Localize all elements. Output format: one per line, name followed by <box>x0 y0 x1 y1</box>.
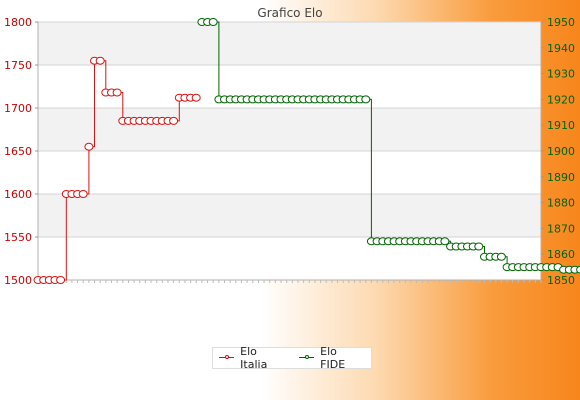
y-right-tick-label: 1900 <box>547 145 575 158</box>
legend-label-italia: Elo Italia <box>240 345 268 371</box>
y-left-tick-label: 1550 <box>4 231 32 244</box>
legend-label-fide: Elo FIDE <box>320 345 346 371</box>
y-left-tick-label: 1700 <box>4 102 32 115</box>
data-point-0-4 <box>56 276 66 284</box>
data-point-1-53 <box>496 252 506 261</box>
chart-legend: Elo Italia Elo FIDE <box>212 345 372 371</box>
y-left-tick-label: 1600 <box>4 188 32 201</box>
data-point-1-49 <box>474 242 484 251</box>
data-point-0-11 <box>95 56 105 65</box>
data-point-1-29 <box>361 95 371 104</box>
grid-band <box>38 108 541 151</box>
y-left-tick-label: 1500 <box>4 274 32 287</box>
legend-item-italia: Elo Italia <box>219 345 285 371</box>
legend-swatch-fide <box>299 354 315 362</box>
data-point-1-43 <box>440 237 450 246</box>
y-left-tick-label: 1750 <box>4 59 32 72</box>
y-right-tick-label: 1880 <box>547 197 575 210</box>
grid-band <box>38 194 541 237</box>
y-right-tick-label: 1920 <box>547 93 575 106</box>
data-point-0-8 <box>78 190 88 198</box>
data-point-1-2 <box>208 18 218 26</box>
data-point-1-67 <box>576 265 580 274</box>
grid-band <box>38 22 541 65</box>
legend-swatch-italia <box>219 354 235 362</box>
data-point-0-28 <box>191 93 201 102</box>
y-left-tick-label: 1650 <box>4 145 32 158</box>
chart-title: Grafico Elo <box>257 6 322 20</box>
y-right-tick-label: 1910 <box>547 119 575 132</box>
y-right-tick-label: 1930 <box>547 68 575 81</box>
y-right-tick-label: 1890 <box>547 171 575 184</box>
data-point-0-14 <box>112 88 122 97</box>
data-point-0-9 <box>84 142 94 151</box>
legend-item-fide: Elo FIDE <box>299 345 363 371</box>
y-right-tick-label: 1850 <box>547 274 575 287</box>
y-right-tick-label: 1940 <box>547 42 575 55</box>
data-point-0-24 <box>169 116 179 125</box>
y-right-tick-label: 1870 <box>547 222 575 235</box>
y-right-tick-label: 1860 <box>547 248 575 261</box>
y-left-tick-label: 1800 <box>4 16 32 29</box>
y-right-tick-label: 1950 <box>547 16 575 29</box>
